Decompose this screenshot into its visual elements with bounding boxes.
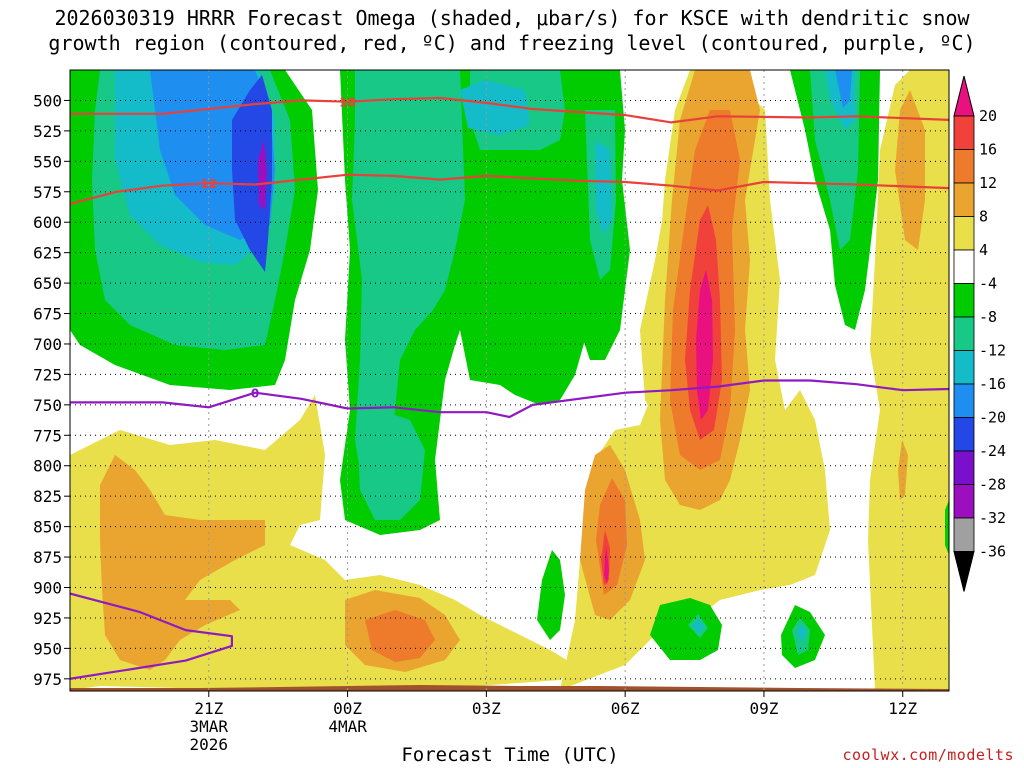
contour-dendritic: [70, 173, 949, 205]
colorbar-label: -4: [979, 275, 997, 293]
x-tick-label: 21Z: [194, 699, 223, 718]
y-tick-label: 550: [33, 152, 62, 171]
colorbar-label: -12: [979, 342, 1006, 360]
omega-fill-sw-orange: [100, 455, 265, 670]
colorbar-label: 16: [979, 141, 997, 159]
omega-fill-magenta: [696, 270, 713, 420]
y-tick-label: 825: [33, 487, 62, 506]
y-tick-label: 900: [33, 579, 62, 598]
y-tick-label: 850: [33, 518, 62, 537]
colorbar-swatch: [953, 383, 975, 418]
surface-ground: [70, 685, 949, 691]
omega-fill-magenta-small: [604, 545, 609, 585]
colorbar-swatch: [953, 417, 975, 452]
y-tick-label: 500: [33, 91, 62, 110]
colorbar-swatch: [953, 149, 975, 184]
colorbar-swatch: [953, 350, 975, 385]
omega-fill-blue-right: [835, 70, 852, 108]
x-tick-date-label: 3MAR: [190, 717, 229, 736]
omega-fill-right-yellow: [868, 70, 949, 690]
contour-freezing-level: [70, 379, 949, 419]
y-tick-label: 800: [33, 457, 62, 476]
y-tick-label: 625: [33, 244, 62, 263]
omega-fill-green-center: [450, 70, 590, 405]
colorbar-label: 4: [979, 241, 988, 259]
colorbar-swatch: [953, 115, 975, 150]
omega-fill-darkblue: [232, 75, 272, 272]
colorbar-swatch: [953, 249, 975, 284]
contour-label: 0: [251, 387, 259, 401]
x-axis-label: Forecast Time (UTC): [401, 744, 619, 766]
x-tick-label: 12Z: [888, 699, 917, 718]
y-tick-label: 700: [33, 335, 62, 354]
colorbar-swatch: [953, 450, 975, 485]
colorbar-label: 20: [979, 107, 997, 125]
colorbar-swatch: [953, 316, 975, 351]
colorbar-label: -36: [979, 543, 1006, 561]
x-tick-year-label: 2026: [190, 735, 229, 754]
omega-fill-cyan-lower-right: [797, 624, 806, 642]
y-tick-label: 575: [33, 183, 62, 202]
contour-label: 12: [200, 177, 217, 191]
y-tick-label: 750: [33, 396, 62, 415]
y-tick-label: 600: [33, 213, 62, 232]
y-tick-label: 525: [33, 122, 62, 141]
contour-label: 18: [339, 96, 356, 110]
colorbar-swatch: [953, 182, 975, 217]
y-tick-label: 925: [33, 609, 62, 628]
colorbar-label: -16: [979, 375, 1006, 393]
omega-fill-green-lower-mid: [650, 598, 722, 660]
chart-title-line-2: growth region (contoured, red, ºC) and f…: [48, 31, 976, 55]
omega-fill-cyan-lower-mid: [693, 619, 704, 633]
x-tick-label: 09Z: [749, 699, 778, 718]
omega-fill-cyan-mid-2: [595, 140, 612, 235]
contour-freezing-level-lower: [70, 592, 233, 680]
colorbar-label: -32: [979, 509, 1006, 527]
x-tick-label: 06Z: [611, 699, 640, 718]
colorbar-label: -8: [979, 308, 997, 326]
plot-border: [69, 69, 950, 692]
contour-dendritic: [70, 96, 949, 124]
colorbar-label: 8: [979, 208, 988, 226]
x-tick-label: 00Z: [333, 699, 362, 718]
colorbar-swatch: [953, 283, 975, 318]
y-tick-label: 675: [33, 305, 62, 324]
x-tick-date-label: 4MAR: [328, 717, 367, 736]
colorbar-swatch: [953, 517, 975, 552]
y-tick-label: 775: [33, 426, 62, 445]
omega-fill-cyan-mid: [460, 80, 530, 135]
omega-fill-orange-hot-1: [365, 610, 435, 662]
colorbar-bottom-arrow: [953, 551, 975, 592]
colorbar-label: 12: [979, 174, 997, 192]
omega-fill-right-orange-2: [898, 440, 908, 500]
y-tick-label: 725: [33, 365, 62, 384]
colorbar-swatch: [953, 484, 975, 519]
colorbar-swatch: [953, 216, 975, 251]
colorbar-label: -28: [979, 476, 1006, 494]
y-tick-label: 975: [33, 670, 62, 689]
colorbar-label: -24: [979, 442, 1006, 460]
x-tick-label: 03Z: [472, 699, 501, 718]
site-credit: coolwx.com/modelts: [842, 746, 1014, 764]
omega-fill-green-lower-left: [537, 550, 565, 640]
colorbar-label: -20: [979, 409, 1006, 427]
y-tick-label: 650: [33, 274, 62, 293]
omega-fill-green-edge: [945, 500, 949, 555]
omega-fill-purple: [258, 140, 267, 210]
colorbar-top-arrow: [953, 75, 975, 117]
y-tick-label: 950: [33, 639, 62, 658]
y-tick-label: 875: [33, 548, 62, 567]
omega-fill-teal-mid-lower: [357, 410, 425, 520]
chart-title-line-1: 2026030319 HRRR Forecast Omega (shaded, …: [54, 6, 970, 30]
